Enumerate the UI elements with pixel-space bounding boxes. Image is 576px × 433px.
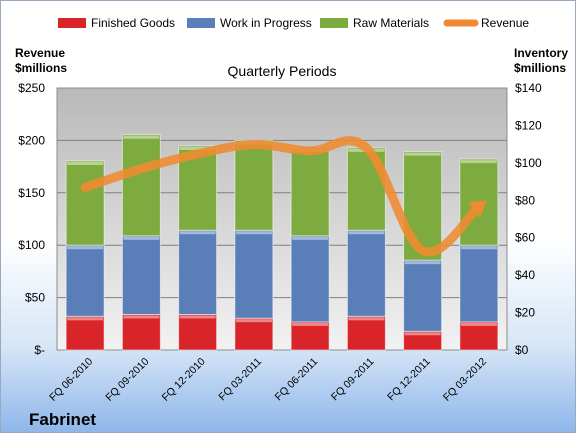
- bar-highlight: [292, 236, 329, 240]
- bar-highlight: [179, 147, 216, 151]
- right-tick-label: $60: [515, 231, 535, 245]
- x-tick-label: FQ 03-2011: [216, 356, 264, 404]
- x-tick-label: FQ 06-2010: [47, 356, 95, 404]
- left-tick-label: $100: [18, 238, 45, 252]
- bar-finished-goods: [346, 315, 386, 351]
- bar-highlight: [460, 246, 497, 250]
- bar-highlight: [348, 317, 385, 321]
- bar-highlight: [292, 322, 329, 326]
- left-axis-ticks: $- $50 $100 $150 $200 $250: [18, 81, 45, 357]
- bar-highlight: [404, 261, 441, 265]
- chart-title: Quarterly Periods: [228, 63, 337, 79]
- right-tick-label: $20: [515, 306, 535, 320]
- right-tick-label: $140: [515, 81, 542, 95]
- left-axis-title-line1: Revenue: [15, 46, 65, 60]
- bar-highlight: [179, 315, 216, 319]
- bar-finished-goods: [178, 313, 218, 351]
- bar-highlight: [67, 317, 104, 321]
- bar-highlight: [179, 231, 216, 235]
- bar-highlight: [404, 152, 441, 156]
- right-axis-title-line2: $millions: [514, 61, 566, 75]
- bar-highlight: [235, 231, 272, 235]
- bar-finished-goods: [121, 313, 161, 351]
- bar-work-in-progress: [234, 229, 274, 319]
- bar-raw-materials: [65, 160, 105, 246]
- bar-highlight: [123, 135, 160, 139]
- bar-work-in-progress: [459, 244, 499, 323]
- x-tick-label: FQ 06-2011: [273, 356, 321, 404]
- bar-highlight: [67, 246, 104, 250]
- left-tick-label: $150: [18, 186, 45, 200]
- right-axis-ticks: $0 $20 $40 $60 $80 $100 $120 $140: [515, 81, 542, 357]
- legend-swatch-work-in-progress: [187, 18, 215, 28]
- bar-work-in-progress: [403, 259, 443, 332]
- revenue-line-layer: [80, 136, 487, 257]
- x-tick-label: FQ 12-2011: [385, 356, 433, 404]
- right-axis-title-line1: Inventory: [514, 46, 568, 60]
- revenue-line: [80, 136, 484, 257]
- bar-finished-goods: [290, 321, 330, 351]
- bar-work-in-progress: [178, 229, 218, 315]
- bar-work-in-progress: [121, 235, 161, 315]
- left-axis-title-line2: $millions: [15, 61, 67, 75]
- legend-label-work-in-progress: Work in Progress: [220, 16, 312, 30]
- bar-finished-goods: [65, 315, 105, 351]
- legend-label-revenue: Revenue: [481, 16, 529, 30]
- legend-label-raw-materials: Raw Materials: [353, 16, 429, 30]
- bar-highlight: [123, 315, 160, 319]
- bar-finished-goods: [459, 321, 499, 351]
- legend-swatch-finished-goods: [58, 18, 86, 28]
- left-tick-label: $250: [18, 81, 45, 95]
- left-tick-label: $50: [25, 291, 45, 305]
- right-tick-label: $40: [515, 268, 535, 282]
- bar-raw-materials: [121, 134, 161, 237]
- x-tick-label: FQ 12-2010: [160, 356, 208, 404]
- left-tick-label: $200: [18, 133, 45, 147]
- bar-highlight: [460, 322, 497, 326]
- x-tick-label: FQ 03-2012: [441, 356, 489, 404]
- bar-highlight: [235, 319, 272, 323]
- bar-raw-materials: [403, 151, 443, 261]
- x-tick-label: FQ 09-2010: [103, 356, 151, 404]
- company-name: Fabrinet: [29, 410, 96, 429]
- bar-work-in-progress: [65, 244, 105, 317]
- revenue-arrowhead: [467, 200, 487, 218]
- bar-work-in-progress: [290, 235, 330, 323]
- bar-highlight: [460, 160, 497, 164]
- bar-highlight: [123, 236, 160, 240]
- bar-work-in-progress: [346, 229, 386, 317]
- right-tick-label: $80: [515, 193, 535, 207]
- bar-raw-materials: [234, 139, 274, 231]
- bar-highlight: [67, 161, 104, 165]
- right-tick-label: $100: [515, 156, 542, 170]
- x-tick-label: FQ 09-2011: [329, 356, 377, 404]
- bar-highlight: [348, 231, 385, 235]
- legend: Finished Goods Work in Progress Raw Mate…: [58, 16, 529, 30]
- left-tick-label: $-: [34, 343, 45, 357]
- x-axis-ticks: FQ 06-2010 FQ 09-2010 FQ 12-2010 FQ 03-2011…: [47, 356, 489, 404]
- legend-label-finished-goods: Finished Goods: [91, 16, 175, 30]
- legend-swatch-raw-materials: [320, 18, 348, 28]
- bar-finished-goods: [234, 317, 274, 351]
- right-tick-label: $0: [515, 343, 529, 357]
- bar-raw-materials: [290, 147, 330, 237]
- bar-highlight: [404, 332, 441, 336]
- right-tick-label: $120: [515, 118, 542, 132]
